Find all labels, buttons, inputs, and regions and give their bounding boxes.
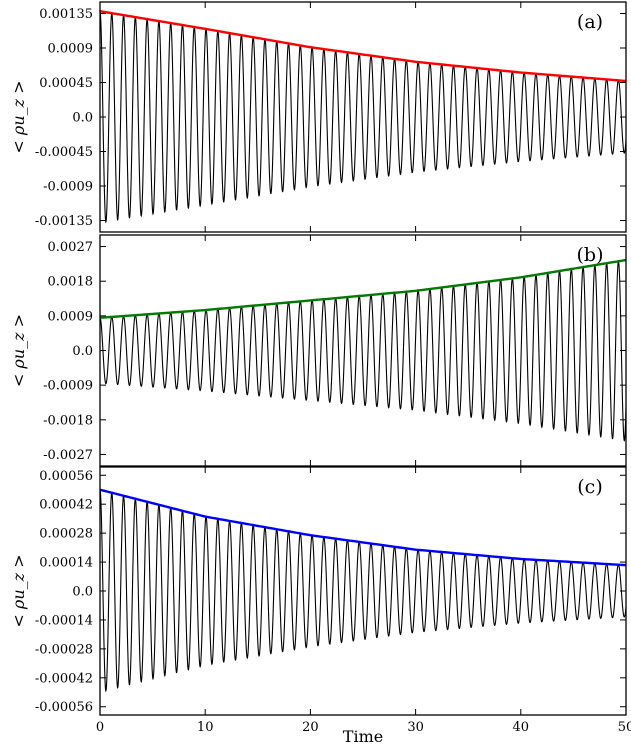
x-axis-label: Time	[343, 727, 383, 746]
x-tick-label: 0	[96, 720, 104, 735]
y-tick-label: -0.0009	[43, 379, 93, 394]
y-tick-label: -0.0018	[43, 413, 93, 428]
y-tick-label: 0.0027	[48, 240, 94, 255]
series-envelope	[100, 488, 626, 567]
x-tick-label: 50	[618, 720, 631, 735]
series-oscillation	[100, 260, 626, 442]
plot-frame	[99, 234, 627, 467]
y-tick-label: -0.0009	[43, 180, 93, 195]
x-tick-label: 10	[197, 720, 214, 735]
y-tick-label: -0.00135	[35, 214, 93, 229]
y-tick-label: 0.0018	[48, 275, 94, 290]
plot-frame	[99, 466, 627, 716]
y-tick-label: -0.00045	[35, 145, 93, 160]
x-tick-label: 30	[407, 720, 424, 735]
y-tick-label: 0.00045	[39, 76, 93, 91]
series-envelope	[100, 10, 626, 83]
series-envelope	[100, 258, 626, 319]
series-oscillation	[100, 489, 626, 693]
y-tick-label: 0.00135	[39, 7, 93, 22]
series-oscillation	[100, 11, 626, 224]
y-tick-label: 0.00014	[39, 556, 93, 571]
y-tick-label: 0.00056	[39, 469, 93, 484]
y-tick-label: 0.0009	[48, 309, 94, 324]
y-tick-label: -0.00056	[35, 700, 93, 715]
y-tick-label: 0.0	[72, 585, 93, 600]
y-axis-label: < ρu_z >	[9, 80, 28, 153]
panel-label: (a)	[577, 11, 603, 33]
panel-2: 0.00056 0.00042 0.00028 0.00014 0.0 -0.00014 -…	[9, 466, 631, 746]
y-tick-label: -0.00014	[35, 613, 93, 628]
x-tick-label: 20	[302, 720, 319, 735]
y-tick-label: -0.0027	[43, 448, 93, 463]
panel-label: (b)	[577, 244, 604, 266]
panel-label: (c)	[577, 476, 602, 498]
y-tick-label: 0.0	[72, 344, 93, 359]
y-tick-label: -0.00042	[35, 671, 93, 686]
y-tick-label: 0.00028	[39, 527, 93, 542]
y-axis-label: < ρu_z >	[9, 554, 28, 627]
y-tick-label: 0.0	[72, 111, 93, 126]
x-tick-label: 40	[513, 720, 530, 735]
plot-frame	[99, 1, 627, 233]
panel-0: 0.00135 0.0009 0.00045 0.0 -0.00045 -0.0009 -0…	[9, 1, 627, 233]
y-tick-label: 0.0009	[48, 42, 94, 57]
panel-1: 0.0027 0.0018 0.0009 0.0 -0.0009 -0.0018 -0.00…	[9, 234, 627, 467]
y-axis-label: < ρu_z >	[9, 314, 28, 387]
y-tick-label: -0.00028	[35, 642, 93, 657]
y-tick-label: 0.00042	[39, 498, 93, 513]
